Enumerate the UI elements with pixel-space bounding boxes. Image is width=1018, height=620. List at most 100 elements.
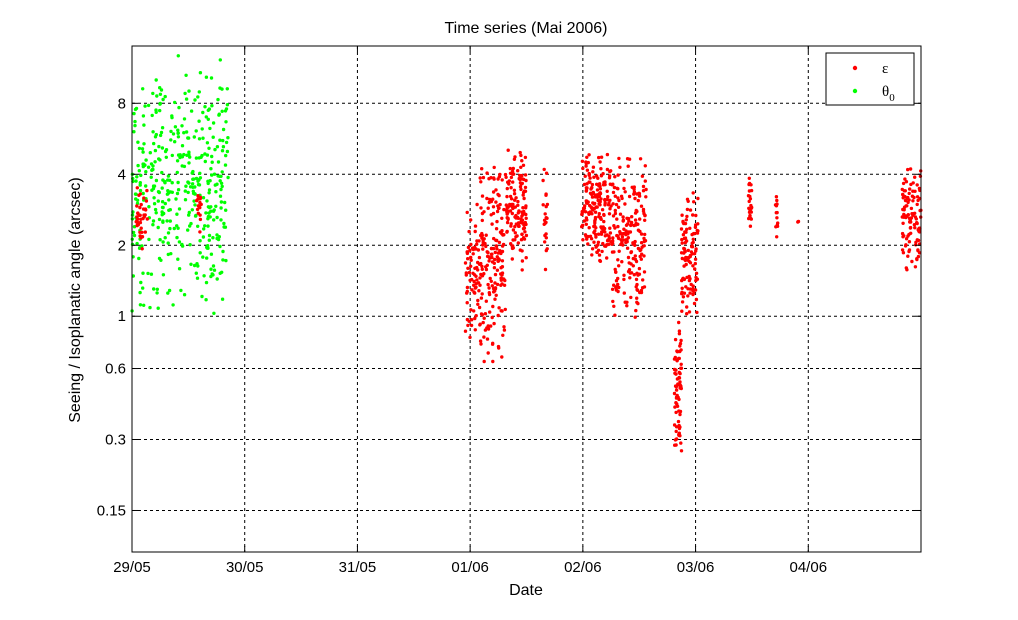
data-point-epsilon [621, 218, 626, 222]
data-point-epsilon [502, 328, 507, 332]
data-point-theta0 [196, 224, 200, 228]
data-point-epsilon [517, 209, 521, 213]
data-point-epsilon [680, 300, 685, 304]
data-point-epsilon [613, 226, 617, 230]
data-point-epsilon [908, 217, 912, 222]
data-point-epsilon [544, 236, 548, 240]
data-point-epsilon [613, 267, 617, 272]
data-point-epsilon [496, 313, 500, 318]
data-point-epsilon [676, 419, 681, 424]
data-point-epsilon [512, 172, 516, 176]
plot-frame [131, 45, 922, 553]
data-point-epsilon [631, 264, 635, 268]
data-point-epsilon [642, 236, 646, 241]
data-point-theta0 [210, 154, 214, 159]
data-point-epsilon [493, 257, 497, 262]
data-point-theta0 [193, 203, 197, 207]
data-point-epsilon [479, 206, 483, 210]
data-point-epsilon [477, 239, 481, 243]
data-point-epsilon [500, 259, 505, 263]
data-point-epsilon [487, 255, 491, 259]
data-point-epsilon [682, 257, 687, 261]
data-point-theta0 [219, 174, 223, 178]
data-point-epsilon [601, 172, 605, 176]
data-point-epsilon [473, 291, 477, 295]
data-point-epsilon [599, 217, 603, 221]
y-tick-label: 8 [118, 95, 126, 112]
data-point-epsilon [523, 185, 528, 190]
x-tick-label: 03/06 [677, 559, 715, 576]
data-point-epsilon [612, 250, 616, 254]
data-point-theta0 [177, 267, 182, 271]
data-point-epsilon [518, 150, 522, 155]
data-point-epsilon [689, 282, 693, 287]
data-point-theta0 [132, 130, 136, 134]
data-point-epsilon [486, 327, 491, 331]
data-point-epsilon [497, 175, 502, 179]
data-point-epsilon [466, 323, 470, 328]
data-point-theta0 [138, 183, 142, 187]
data-point-theta0 [141, 150, 145, 154]
data-point-theta0 [182, 131, 186, 135]
data-point-theta0 [156, 199, 160, 203]
data-point-theta0 [203, 224, 207, 228]
data-point-epsilon [605, 256, 609, 260]
data-point-epsilon [599, 167, 603, 171]
data-point-theta0 [160, 200, 165, 204]
data-point-epsilon [492, 165, 496, 170]
data-point-epsilon [492, 261, 496, 265]
data-point-epsilon [617, 285, 621, 290]
data-point-theta0 [180, 144, 185, 148]
data-point-epsilon [633, 243, 637, 247]
data-point-theta0 [191, 177, 195, 181]
data-point-theta0 [158, 133, 163, 138]
data-point-epsilon [596, 198, 600, 203]
data-point-epsilon [641, 207, 646, 212]
data-point-epsilon [521, 193, 525, 197]
data-point-epsilon [639, 257, 643, 261]
data-point-theta0 [183, 189, 187, 193]
data-point-epsilon [690, 245, 695, 249]
data-point-epsilon [581, 223, 585, 227]
data-point-epsilon [687, 278, 692, 283]
data-point-epsilon [678, 349, 682, 354]
data-point-epsilon [496, 192, 500, 197]
data-point-epsilon [908, 226, 913, 230]
data-point-epsilon [524, 216, 528, 220]
data-point-theta0 [204, 280, 209, 285]
data-point-epsilon [519, 187, 523, 192]
data-point-epsilon [145, 217, 149, 221]
data-point-theta0 [216, 174, 220, 178]
data-point-epsilon [502, 283, 507, 287]
data-point-epsilon [774, 195, 779, 199]
data-point-epsilon [636, 301, 640, 306]
data-point-epsilon [474, 274, 478, 278]
data-point-epsilon [616, 258, 620, 262]
data-point-theta0 [201, 255, 205, 259]
data-point-epsilon [473, 328, 477, 332]
data-point-epsilon [476, 302, 480, 306]
data-point-epsilon [612, 304, 616, 308]
data-point-theta0 [161, 205, 165, 210]
data-point-theta0 [203, 152, 207, 156]
data-point-epsilon [635, 282, 639, 287]
data-point-theta0 [151, 130, 155, 134]
data-point-theta0 [224, 258, 228, 263]
data-point-theta0 [208, 215, 212, 219]
data-point-epsilon [136, 223, 140, 227]
data-point-theta0 [180, 242, 184, 247]
data-point-epsilon [620, 240, 624, 244]
data-point-epsilon [597, 202, 601, 206]
data-point-theta0 [138, 290, 142, 295]
data-point-theta0 [142, 123, 146, 127]
data-point-epsilon [691, 191, 695, 195]
data-point-theta0 [220, 170, 224, 174]
data-point-epsilon [499, 276, 503, 280]
data-point-epsilon [476, 298, 480, 303]
data-point-theta0 [198, 251, 202, 255]
data-point-epsilon [595, 250, 599, 254]
data-point-epsilon [900, 248, 905, 252]
data-point-theta0 [201, 136, 205, 140]
data-point-epsilon [511, 228, 516, 232]
data-point-epsilon [907, 249, 911, 254]
